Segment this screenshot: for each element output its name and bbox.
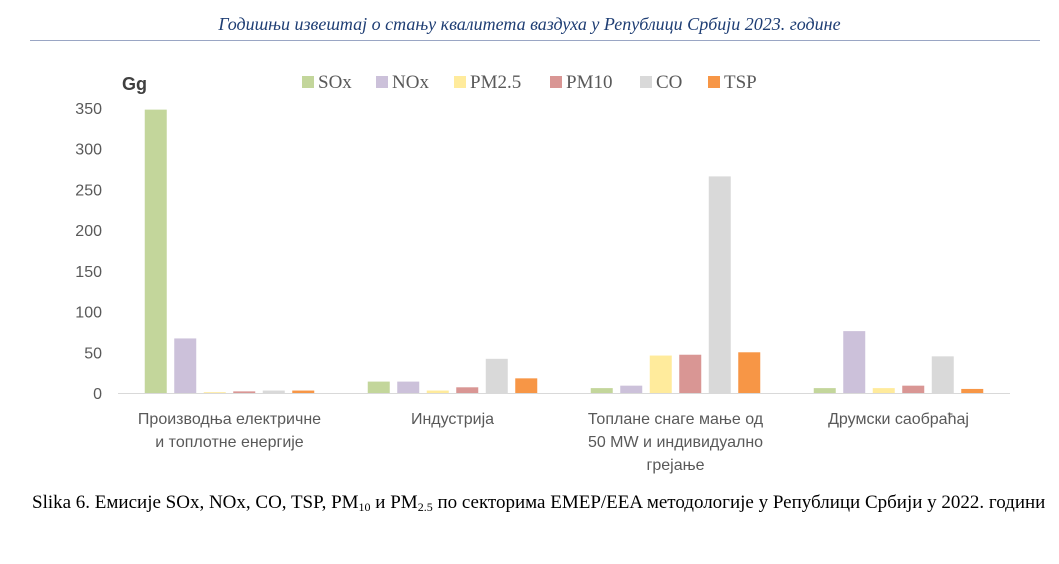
- y-tick-label: 150: [75, 264, 102, 281]
- figure-caption: Slika 6. Емисије SOx, NOx, CO, TSP, PM10…: [32, 490, 1052, 517]
- caption-middle: и PM: [370, 492, 418, 513]
- bar-co-2: [708, 176, 731, 393]
- bar-tsp-0: [292, 390, 315, 393]
- x-category-label: Индустрија: [411, 411, 494, 428]
- bar-nox-1: [397, 381, 420, 393]
- y-tick-label: 200: [75, 223, 102, 240]
- x-category-label: Производња електричне: [138, 411, 321, 428]
- bar-sox-3: [813, 388, 836, 393]
- legend-label: SOx: [318, 72, 352, 93]
- bar-pm25-1: [426, 390, 449, 393]
- legend-label: NOx: [392, 72, 429, 93]
- legend-label: PM2.5: [470, 72, 521, 93]
- legend-swatch-pm25: [454, 76, 466, 88]
- x-category-label: 50 MW и индивидуално: [588, 434, 763, 451]
- bar-nox-2: [620, 385, 643, 393]
- caption-sub-pm10: 10: [358, 500, 371, 514]
- y-tick-label: 350: [75, 101, 102, 118]
- x-category-label: грејање: [647, 457, 705, 474]
- y-tick-label: 100: [75, 305, 102, 322]
- bar-pm25-2: [649, 355, 672, 393]
- bar-co-3: [931, 356, 954, 393]
- legend-swatch-tsp: [708, 76, 720, 88]
- bar-pm10-2: [679, 354, 702, 393]
- x-category-label: и топлотне енергије: [155, 434, 304, 451]
- report-header: Годишњи извештај о стању квалитета вазду…: [218, 14, 841, 34]
- bar-pm10-0: [233, 391, 256, 393]
- bar-tsp-1: [515, 378, 538, 393]
- legend-swatch-sox: [302, 76, 314, 88]
- legend-label: TSP: [724, 72, 757, 93]
- legend-swatch-co: [640, 76, 652, 88]
- legend-label: PM10: [566, 72, 612, 93]
- caption-prefix: Slika 6. Емисије SOx, NOx, CO, TSP, PM: [32, 492, 359, 513]
- bar-sox-2: [590, 388, 613, 393]
- x-category-label: Топлане снаге мање од: [588, 411, 764, 428]
- bar-co-0: [262, 390, 285, 393]
- x-category-label: Друмски саобраћај: [828, 411, 969, 428]
- y-tick-label: 50: [84, 345, 102, 362]
- y-tick-label: 0: [93, 386, 102, 403]
- bar-sox-0: [144, 109, 167, 393]
- y-tick-label: 300: [75, 142, 102, 159]
- bar-pm25-3: [872, 388, 895, 393]
- bar-tsp-3: [961, 388, 984, 393]
- bar-pm25-0: [203, 392, 226, 393]
- bar-nox-0: [174, 338, 197, 393]
- legend-swatch-nox: [376, 76, 388, 88]
- bar-tsp-2: [738, 352, 761, 393]
- legend-swatch-pm10: [550, 76, 562, 88]
- emissions-bar-chart: Gg 0 50 100 150 200 250 300 350 Производња електр…: [75, 72, 1010, 474]
- bar-pm10-1: [456, 387, 479, 393]
- caption-suffix: по секторима EMEP/EEA методологије у Реп…: [432, 492, 1046, 513]
- y-tick-label: 250: [75, 182, 102, 199]
- caption-sub-pm25: 2.5: [417, 500, 433, 514]
- bar-pm10-3: [902, 385, 925, 393]
- legend-label: CO: [656, 72, 682, 93]
- bar-nox-3: [843, 331, 866, 393]
- bar-co-1: [485, 358, 508, 393]
- header-divider: [30, 40, 1040, 41]
- bar-sox-1: [367, 381, 390, 393]
- y-axis-label: Gg: [122, 74, 147, 94]
